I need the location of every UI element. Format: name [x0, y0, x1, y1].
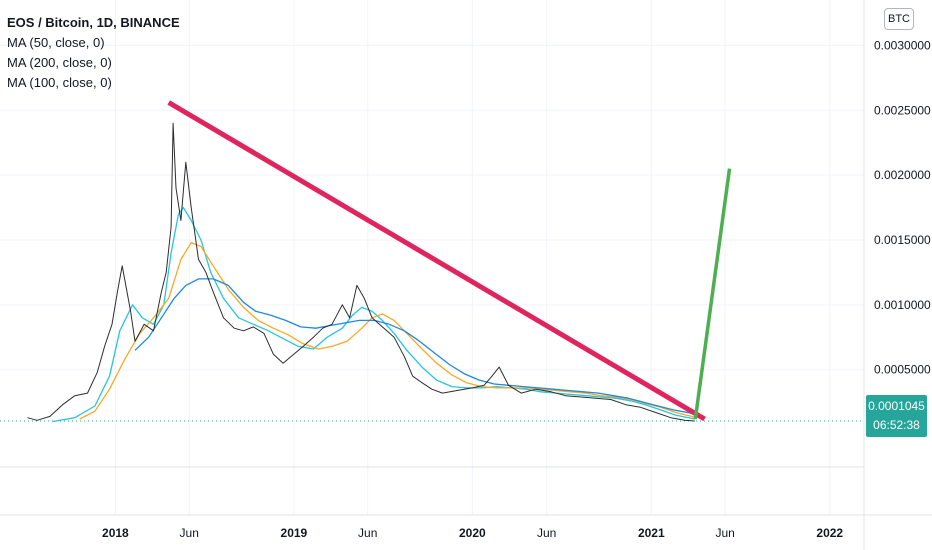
- chart-legend: EOS / Bitcoin, 1D, BINANCE MA (50, close…: [7, 13, 180, 93]
- x-tick-label: 2020: [459, 526, 486, 540]
- x-tick-label: Jun: [715, 526, 734, 540]
- breakout-line: [693, 168, 732, 420]
- ma-series-line-3: [134, 278, 695, 415]
- legend-title: EOS / Bitcoin, 1D, BINANCE: [7, 15, 180, 30]
- x-tick-label: Jun: [537, 526, 556, 540]
- y-tick-label: 0.0025000: [874, 103, 931, 117]
- x-tick-label: 2022: [816, 526, 843, 540]
- x-tick-label: 2019: [281, 526, 308, 540]
- y-tick-label: 0.0010000: [874, 298, 931, 312]
- y-tick-label: 0.0030000: [874, 38, 931, 52]
- legend-ma200[interactable]: MA (200, close, 0): [7, 55, 112, 70]
- x-tick-label: 2021: [638, 526, 665, 540]
- y-tick-label: 0.0005000: [874, 363, 931, 377]
- legend-ma100[interactable]: MA (100, close, 0): [7, 75, 112, 90]
- x-tick-label: 2018: [102, 526, 129, 540]
- legend-ma50[interactable]: MA (50, close, 0): [7, 35, 105, 50]
- ma-series-line-2: [79, 241, 695, 420]
- x-tick-label: Jun: [358, 526, 377, 540]
- current-price-value: 0.0001045: [868, 399, 925, 413]
- y-tick-label: 0.0015000: [874, 233, 931, 247]
- current-price-badge: 0.0001045 06:52:38: [866, 395, 927, 437]
- currency-button[interactable]: BTC: [884, 8, 914, 30]
- x-tick-label: Jun: [180, 526, 199, 540]
- price-series-line: [27, 122, 695, 422]
- downtrend-line: [167, 100, 706, 422]
- y-tick-label: 0.0020000: [874, 168, 931, 182]
- bar-countdown: 06:52:38: [873, 418, 920, 432]
